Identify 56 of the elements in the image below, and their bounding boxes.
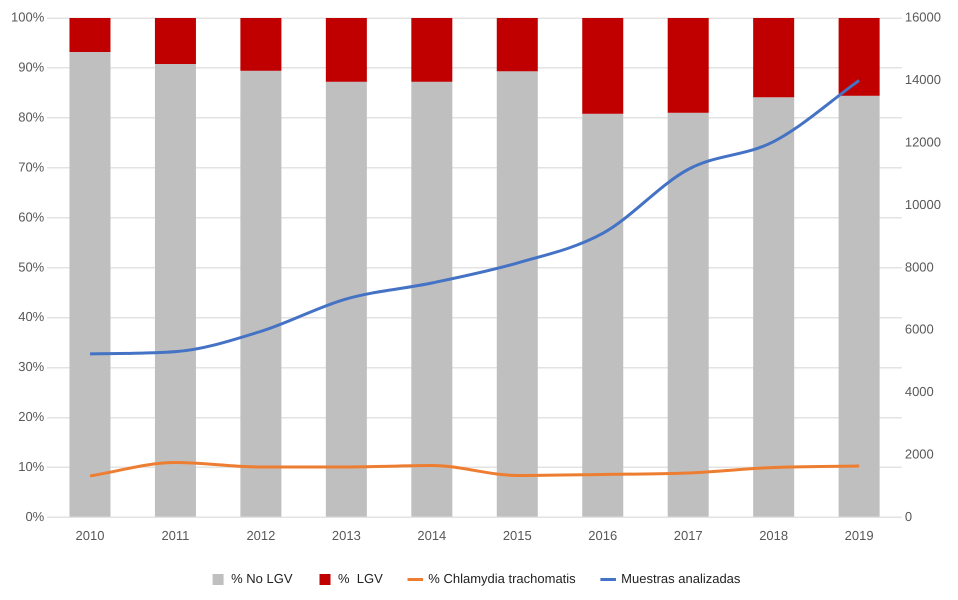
line-series bbox=[88, 78, 861, 356]
y-tick-label: 60% bbox=[18, 209, 45, 224]
bar bbox=[240, 70, 282, 517]
y-tick-label: 50% bbox=[18, 259, 45, 274]
x-tick-label: 2010 bbox=[76, 528, 104, 543]
y-tick-label: 40% bbox=[18, 309, 45, 324]
bar bbox=[326, 18, 367, 82]
y2-tick-label: 8000 bbox=[904, 259, 934, 274]
x-tick-label: 2012 bbox=[246, 528, 276, 543]
legend-label: % Chlamydia trachomatis bbox=[428, 571, 576, 586]
y-tick-label: 100% bbox=[11, 10, 45, 25]
legend-label: Muestras analizadas bbox=[621, 571, 741, 586]
y2-tick-label: 14000 bbox=[904, 72, 942, 88]
bar bbox=[496, 18, 538, 72]
bar bbox=[668, 18, 709, 113]
x-tick-label: 2011 bbox=[161, 528, 190, 543]
y2-tick-label: 4000 bbox=[904, 384, 934, 400]
bar bbox=[69, 18, 110, 52]
bar bbox=[753, 18, 794, 98]
y2-tick-label: 12000 bbox=[904, 134, 942, 150]
bar bbox=[69, 52, 110, 517]
x-tick-label: 2014 bbox=[417, 528, 446, 543]
bar bbox=[154, 64, 196, 517]
y-tick-label: 70% bbox=[18, 159, 45, 174]
bar bbox=[582, 18, 624, 114]
y2-tick-label: 0 bbox=[904, 508, 912, 524]
y-tick-label: 30% bbox=[18, 359, 45, 374]
bar bbox=[326, 82, 367, 517]
x-tick-label: 2015 bbox=[502, 528, 532, 543]
y-tick-label: 80% bbox=[18, 109, 45, 124]
y2-tick-label: 2000 bbox=[904, 446, 934, 462]
y-tick-label: 20% bbox=[18, 409, 45, 424]
bar bbox=[668, 112, 709, 517]
bar bbox=[838, 96, 880, 517]
y-tick-label: 10% bbox=[18, 459, 45, 474]
bar bbox=[154, 18, 196, 64]
y2-tick-label: 10000 bbox=[904, 196, 942, 212]
y-tick-label: 90% bbox=[18, 60, 45, 75]
legend-label: % LGV bbox=[338, 571, 384, 586]
y2-tick-label: 16000 bbox=[904, 10, 942, 25]
bar bbox=[496, 71, 538, 517]
legend-label: % No LGV bbox=[231, 571, 293, 586]
x-tick-label: 2016 bbox=[588, 528, 618, 543]
x-tick-label: 2017 bbox=[674, 528, 703, 543]
x-tick-label: 2013 bbox=[332, 528, 361, 543]
bar bbox=[753, 97, 794, 517]
line-series bbox=[88, 460, 861, 478]
bar bbox=[411, 82, 452, 517]
x-tick-label: 2019 bbox=[844, 528, 874, 543]
bar bbox=[838, 18, 880, 96]
y-tick-label: 0% bbox=[25, 508, 45, 524]
bar bbox=[582, 114, 624, 517]
x-tick-label: 2018 bbox=[759, 528, 788, 543]
bar bbox=[240, 18, 282, 71]
y2-tick-label: 6000 bbox=[904, 322, 934, 337]
bar bbox=[411, 18, 452, 82]
